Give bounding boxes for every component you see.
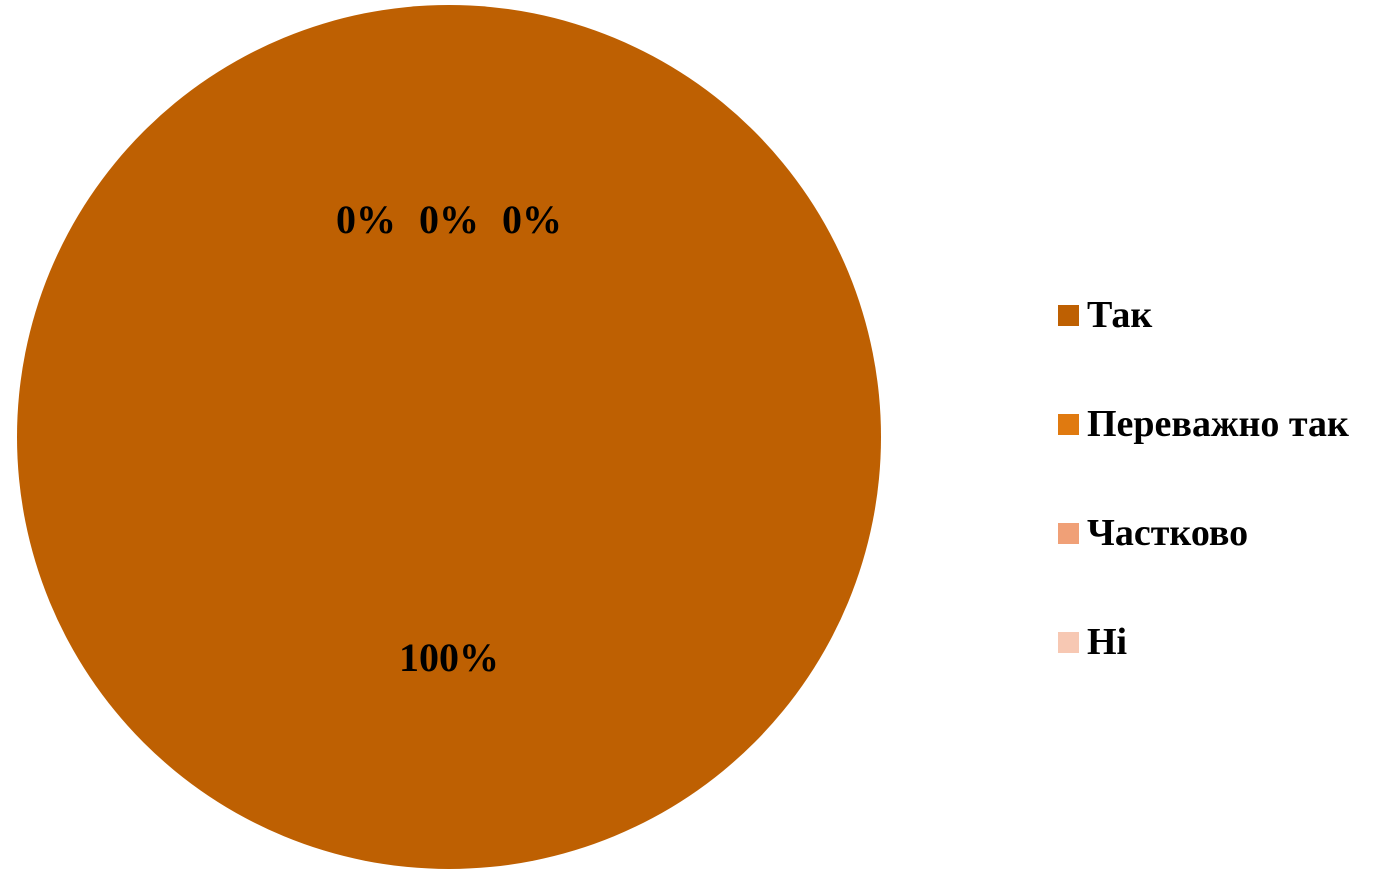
data-label-perevazhno-tak: 0% [336,197,396,242]
chart-legend: Так Переважно так Частково Ні [1058,288,1349,724]
legend-label-chastkovo: Частково [1087,512,1249,554]
pie-slice-tak [17,5,881,869]
legend-swatch-chastkovo [1058,522,1079,544]
legend-label-tak: Так [1087,294,1153,336]
pie-slices [17,5,881,869]
legend-item-chastkovo: Частково [1058,506,1349,560]
legend-item-perevazhno-tak: Переважно так [1058,397,1349,451]
legend-label-ni: Ні [1087,621,1128,663]
data-label-chastkovo: 0% [419,197,479,242]
legend-item-tak: Так [1058,288,1349,342]
pie-data-labels: 100% 0% 0% 0% [336,197,562,680]
data-label-ni: 0% [502,197,562,242]
legend-item-ni: Ні [1058,615,1349,669]
legend-label-perevazhno-tak: Переважно так [1087,403,1349,445]
legend-swatch-perevazhno-tak [1058,413,1079,435]
legend-swatch-tak [1058,304,1079,326]
data-label-tak: 100% [399,635,499,680]
legend-swatch-ni [1058,631,1079,653]
